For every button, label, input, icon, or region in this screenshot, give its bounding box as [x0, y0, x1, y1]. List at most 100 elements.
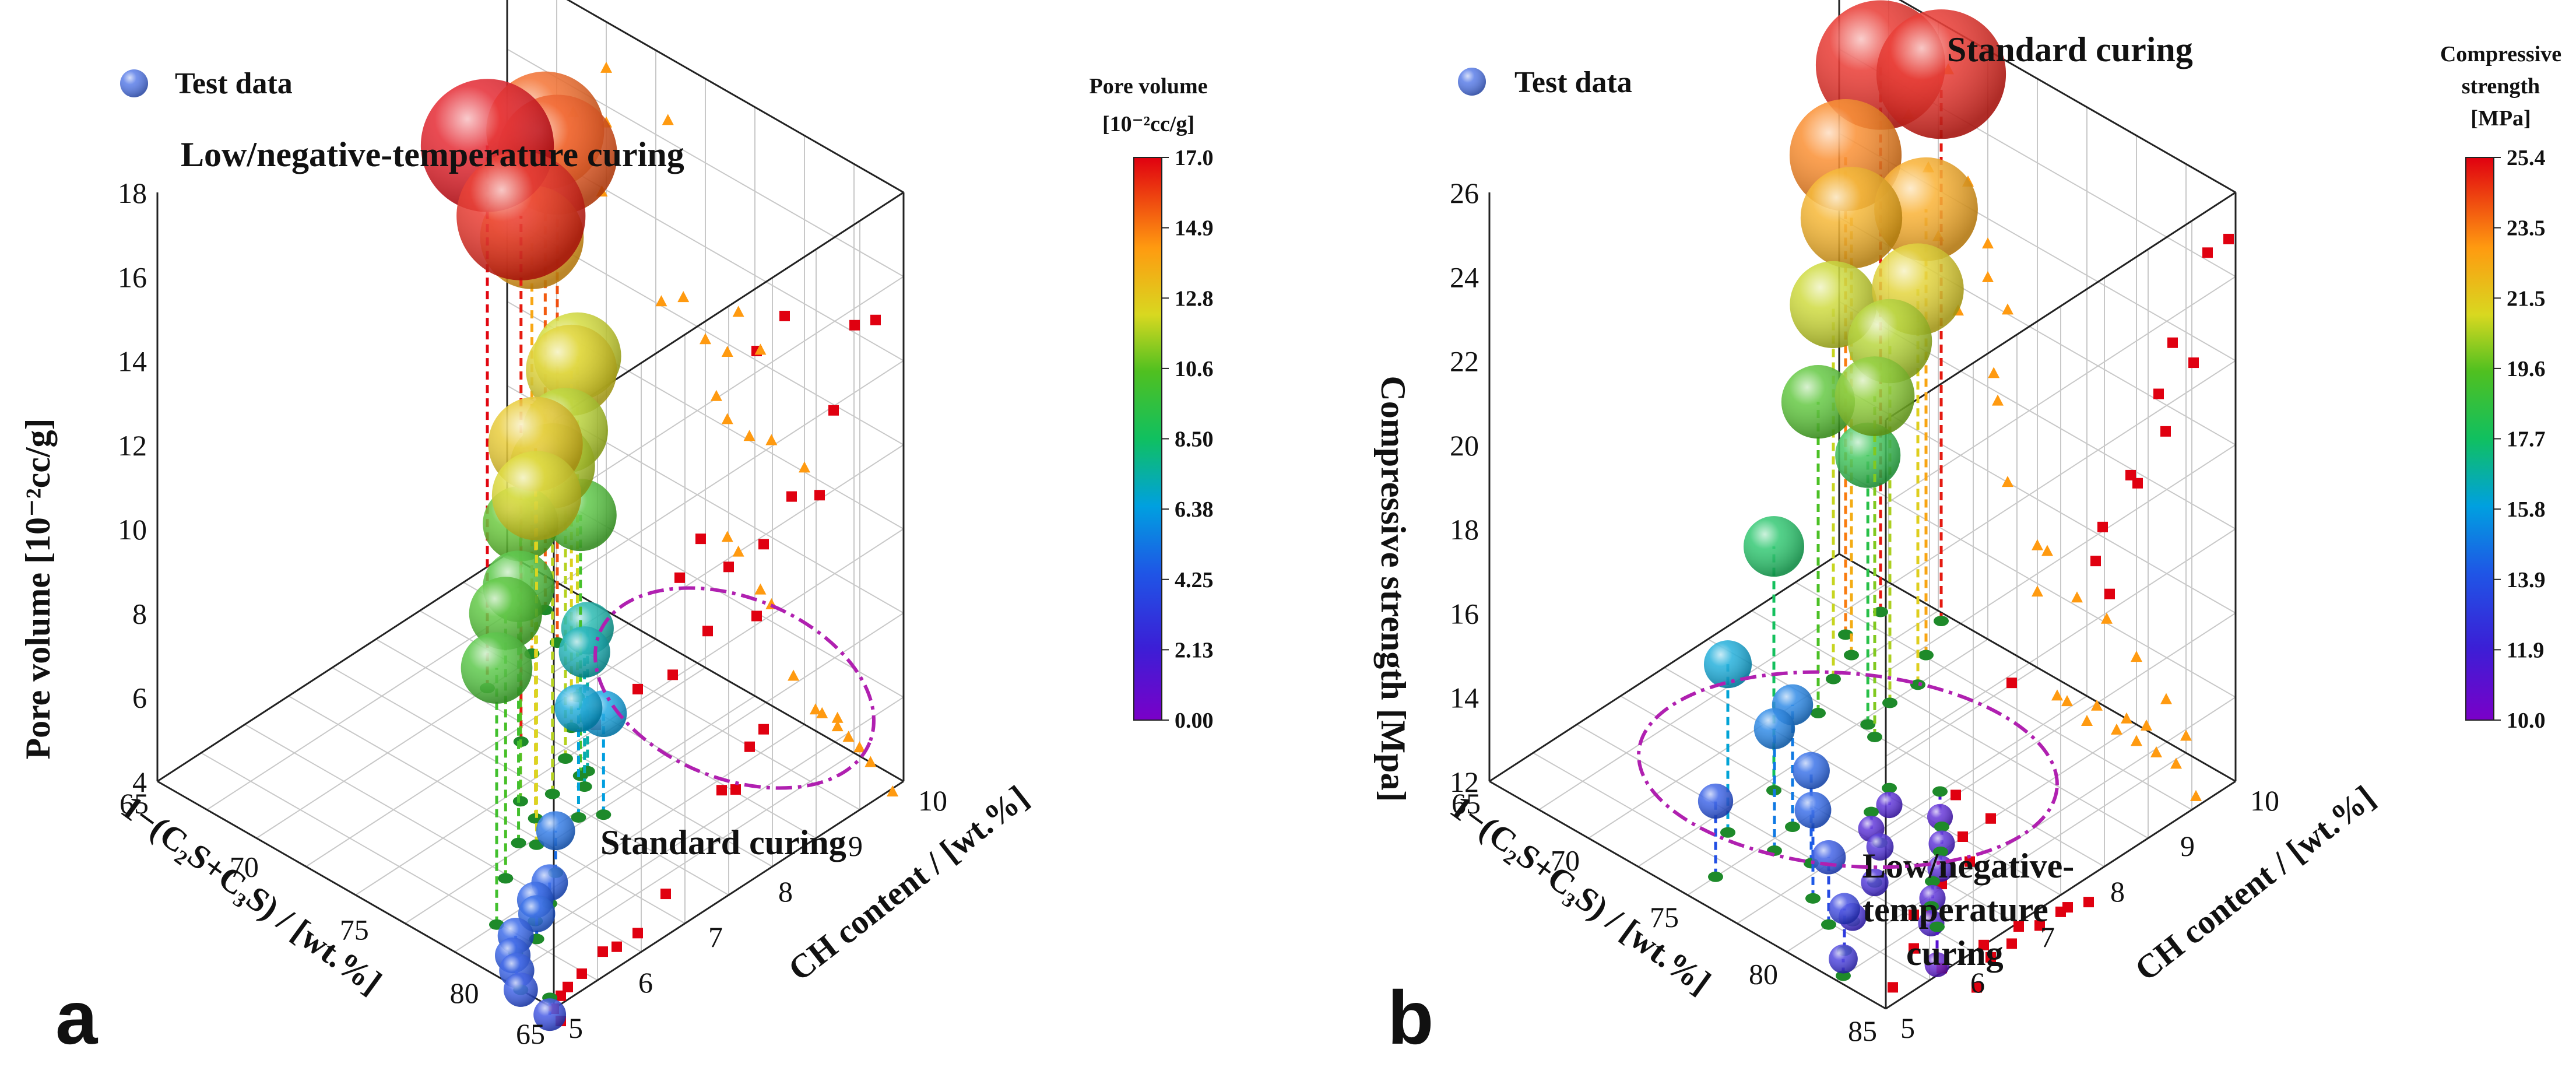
wall-projection-square	[779, 310, 790, 321]
colorbar-tick-label: 12.8	[1175, 286, 1214, 311]
floor-gridline	[1751, 610, 2149, 839]
panel-label-b: b	[1387, 975, 1433, 1060]
data-sphere-shine	[1800, 167, 1903, 269]
x-tick-label: 85	[1848, 1015, 1877, 1047]
z-tick-label: 8	[132, 597, 147, 630]
wall-projection-triangle	[662, 114, 674, 125]
legend-label: Test data	[1514, 66, 1632, 99]
colorbar-title-b-line2: strength	[2462, 74, 2540, 99]
floor-marker	[1933, 846, 1948, 857]
x-axis-label-a: 1−(C₂S+C₃S) / [wt.%]	[114, 788, 388, 1002]
axis-edge	[1489, 553, 1840, 782]
data-sphere-shine	[1744, 516, 1804, 577]
z-tick-label: 26	[1450, 177, 1479, 209]
wall-projection-square	[577, 968, 587, 979]
wall-projection-square	[695, 534, 706, 545]
wall-projection-square	[758, 539, 769, 550]
standard-curing-ellipse-a	[593, 586, 876, 790]
colorbar-gradient-a	[1133, 157, 1162, 721]
wall-projection-triangle	[1982, 237, 1994, 249]
colorbar-a: Pore volume [10⁻²cc/g] 17.0 14.9 12.8 10.6 8…	[1090, 74, 1214, 733]
wall-projection-triangle	[2190, 789, 2202, 801]
region-label-standard-a: Standard curing	[600, 823, 846, 862]
panel-label-a: a	[55, 975, 99, 1060]
wall-projection-triangle	[2071, 591, 2083, 603]
z-tick-label: 14	[1450, 682, 1479, 714]
data-sphere-shine	[1829, 944, 1858, 974]
wall-projection-square	[2125, 469, 2136, 480]
back-wall-gridline	[1839, 469, 2236, 698]
wall-projection-triangle	[831, 720, 844, 732]
wall-projection-square	[2202, 247, 2213, 258]
floor-marker	[1910, 679, 1925, 690]
floor-gridline	[1664, 667, 2061, 896]
panel-a-ticks: 4 6 8 10 12 14 16 18 65 70 75 80 65 5 6 7 8 9 10	[118, 177, 947, 1050]
wall-projection-square	[2153, 388, 2164, 399]
x-tick-label: 80	[450, 977, 479, 1009]
colorbar-tick-label: 25.4	[2507, 146, 2546, 170]
wall-projection-triangle	[2081, 715, 2093, 726]
data-sphere-shine	[1703, 640, 1752, 689]
wall-projection-square	[702, 626, 713, 637]
wall-projection-square	[2188, 357, 2199, 368]
wall-projection-square	[1964, 856, 1975, 867]
floor-marker	[1925, 876, 1940, 887]
region-label-low-temp-b-line3: curing	[1906, 934, 2004, 973]
data-sphere-shine	[1829, 893, 1860, 925]
legend-sphere-shine	[1458, 68, 1486, 96]
data-sphere-shine	[536, 811, 575, 851]
axis-edge	[553, 780, 904, 1010]
wall-projection-square	[849, 320, 860, 331]
wall-projection-triangle	[754, 343, 767, 355]
z-tick-label: 22	[1450, 345, 1479, 378]
colorbar-tick-label: 13.9	[2507, 568, 2546, 592]
x-tick-label: 65	[120, 787, 149, 820]
back-wall-gridline	[1839, 385, 2236, 614]
panel-a-grid	[156, 0, 905, 1010]
z-tick-label: 12	[1450, 766, 1479, 798]
colorbar-tick-label: 17.7	[2507, 427, 2546, 452]
z-tick-label: 18	[1450, 513, 1479, 546]
data-sphere-shine	[503, 973, 538, 1007]
colorbar-tick-label: 8.50	[1175, 427, 1214, 452]
wall-projection-triangle	[700, 333, 711, 345]
floor-marker	[1811, 708, 1826, 718]
colorbar-title-a-line2: [10⁻²cc/g]	[1102, 112, 1194, 136]
colorbar-tick-label: 14.9	[1175, 216, 1214, 241]
floor-marker	[1826, 673, 1841, 685]
x-tick-label: 80	[1749, 958, 1778, 991]
colorbar-title-b-line3: [MPa]	[2470, 106, 2531, 131]
colorbar-tick-label: 2.13	[1175, 638, 1214, 662]
wall-projection-triangle	[743, 430, 755, 441]
y-tick-label: 6	[638, 966, 653, 999]
wall-projection-square	[632, 928, 643, 939]
colorbar-tick-label: 23.5	[2507, 216, 2546, 241]
colorbar-tick-label: 0.00	[1175, 708, 1214, 733]
floor-gridline	[454, 724, 805, 953]
wall-projection-triangle	[732, 306, 744, 317]
axis-edge	[566, 0, 904, 194]
z-tick-label: 12	[118, 429, 147, 462]
wall-projection-triangle	[600, 61, 612, 73]
axis-edge	[1489, 780, 1886, 1010]
y-tick-label: 9	[2180, 830, 2195, 862]
floor-marker	[1867, 731, 1882, 742]
wall-projection-triangle	[2061, 695, 2073, 707]
wall-projection-triangle	[2141, 720, 2152, 731]
wall-projection-triangle	[2002, 303, 2013, 315]
data-sphere-shine	[1835, 422, 1901, 488]
wall-projection-triangle	[2121, 712, 2132, 724]
wall-projection-triangle	[2111, 723, 2122, 735]
colorbar-tick-label: 19.6	[2507, 357, 2546, 381]
wall-projection-triangle	[2170, 757, 2182, 769]
wall-projection-square	[814, 490, 825, 501]
wall-projection-square	[2160, 426, 2171, 437]
wall-projection-square	[2097, 521, 2108, 532]
x-tick-label: 65	[516, 1017, 545, 1050]
wall-projection-triangle	[2032, 585, 2043, 597]
x-tick-label: 65	[1452, 787, 1481, 820]
data-sphere-shine	[1874, 157, 1978, 261]
colorbar-gradient-b	[2465, 157, 2494, 721]
axis-edge	[507, 553, 904, 782]
floor-marker	[1860, 719, 1876, 730]
